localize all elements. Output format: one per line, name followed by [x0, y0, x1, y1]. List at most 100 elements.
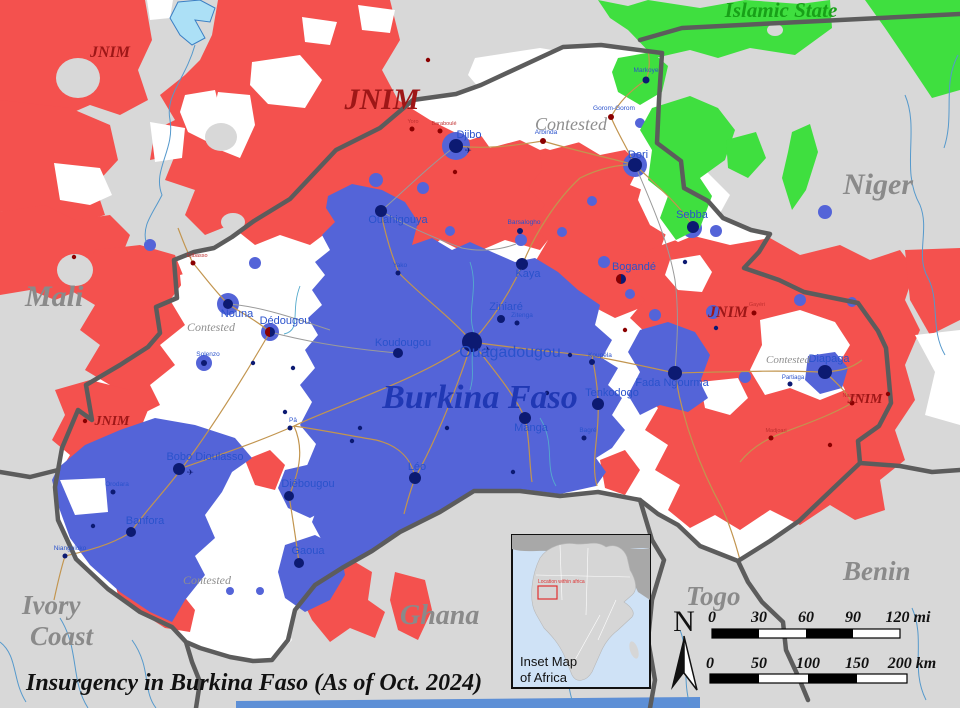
country-label: Niger: [842, 168, 913, 201]
city-dot: [437, 128, 443, 134]
city-label: Partiaga: [782, 375, 805, 381]
jnim-town-dot: [885, 391, 891, 397]
city-gay-ri: Gayéri: [749, 302, 765, 316]
city-dot: [818, 365, 832, 379]
cities-layer: ✈OuagadougouZiniaréKoudougouKayaOuahigou…: [54, 67, 869, 568]
city-dot: [287, 425, 293, 431]
scalebar-miles: 0 30 60 90 120 mi: [708, 609, 931, 639]
city-tenkodogo: Tenkodogo: [585, 387, 639, 410]
city-orodara: Orodara: [105, 481, 129, 495]
city-koup-la: Koupéla: [588, 352, 612, 365]
town-dot: [250, 360, 256, 366]
city-yoro: Yoro: [407, 119, 419, 132]
city-label: Niangoloko: [54, 545, 87, 552]
north-arrow: N: [671, 605, 698, 691]
city-dot: [409, 472, 421, 484]
city-ouahigouya: Ouahigouya: [368, 205, 429, 226]
airport-icon: ✈: [187, 468, 194, 477]
city-dot: [608, 114, 614, 120]
city-gorom-gorom: Gorom-Gorom: [593, 105, 635, 120]
scale-km-tick: 100: [796, 655, 820, 672]
map-title: Insurgency in Burkina Faso (As of Oct. 2…: [25, 670, 482, 696]
city-manga: Manga: [514, 412, 549, 434]
city-label: Djibasso: [186, 253, 207, 259]
city-label: Yako: [393, 262, 408, 269]
scale-km-tick: 50: [751, 655, 767, 672]
city-label: Ouagadougou: [459, 344, 560, 361]
town-dot: [567, 352, 573, 358]
zone-label: JNIM: [343, 83, 420, 116]
zone-label: Contested: [183, 573, 232, 587]
jnim-town-dot: [71, 254, 77, 260]
city-bogand-: Bogandé: [612, 261, 656, 284]
town-dot: [544, 390, 550, 396]
city-label: Solenzo: [196, 351, 220, 358]
jnim-town-dot: [82, 418, 88, 424]
city-dot: [751, 310, 757, 316]
city-label: Kaya: [515, 268, 541, 280]
city-dot: [497, 315, 505, 323]
city-d-dougou: Dédougou: [260, 315, 311, 337]
contested-patch-sw: [60, 478, 108, 515]
zone-label: JNIM: [846, 392, 883, 407]
city-label: Sebba: [676, 209, 709, 221]
city-label: Gayéri: [749, 302, 765, 308]
city-label: Léo: [408, 461, 426, 473]
city-label: Koupéla: [588, 352, 612, 359]
scale-km-tick: 0: [706, 655, 714, 672]
city-label: Ouahigouya: [368, 214, 428, 226]
airport-icon: ✈: [484, 345, 491, 354]
city-dot: [517, 228, 523, 234]
city-label: Dédougou: [260, 315, 311, 327]
town-dot: [290, 365, 296, 371]
city-dot: [126, 527, 136, 537]
country-label: Mali: [24, 280, 84, 313]
jnim-town-dot: [622, 327, 628, 333]
city-solenzo: Solenzo: [196, 351, 220, 366]
city-label: Fada Ngourma: [635, 377, 709, 389]
north-label: N: [673, 605, 695, 638]
city-dot: [449, 139, 463, 153]
city-label: Madjoari: [765, 428, 786, 434]
zone-label: JNIM: [93, 414, 130, 429]
scale-mi-tick: 90: [845, 609, 861, 626]
city-label: Yoro: [407, 119, 418, 125]
city-dori: Dori: [628, 149, 648, 172]
country-label: Coast: [30, 621, 95, 651]
city-dot: [514, 320, 520, 326]
city-diapaga: Diapaga: [809, 353, 850, 379]
city-djibo: ✈ Djibo: [449, 129, 482, 155]
jnim-town-dot: [827, 442, 833, 448]
city-label: Manga: [514, 422, 549, 434]
city-niangoloko: Niangoloko: [54, 545, 87, 559]
town-dot: [444, 425, 450, 431]
city-dot-half: [265, 327, 270, 337]
city-label: Diébougou: [281, 478, 334, 490]
city-dot: [589, 359, 595, 365]
inset-caption-line2: of Africa: [520, 670, 568, 685]
city-di-bougou: Diébougou: [281, 478, 335, 501]
city-dot: [294, 558, 304, 568]
city-yako: Yako: [393, 262, 408, 276]
country-label: Ivory: [21, 590, 81, 620]
scale-km-tick: 150: [845, 655, 869, 672]
town-dot: [282, 409, 288, 415]
city-fada-ngourma: Fada Ngourma: [635, 366, 710, 389]
city-ziniar-: Ziniaré: [489, 301, 523, 323]
zone-label: Burkina Faso: [381, 379, 578, 416]
jnim-town-dot: [425, 57, 431, 63]
jnim-town-dot: [452, 169, 458, 175]
city-bobo-dioulasso: ✈ Bobo Dioulasso: [166, 451, 243, 477]
city-markoye: Markoye: [634, 67, 659, 84]
scale-mi-end: 120 mi: [886, 609, 931, 626]
city-label: Bogandé: [612, 261, 656, 273]
city-banfora: Banfora: [126, 515, 165, 537]
scale-mi-tick: 0: [708, 609, 716, 626]
city-label: Gaoua: [291, 545, 325, 557]
city-dot-half: [616, 274, 621, 284]
city-zitenga: Zitenga: [511, 312, 533, 326]
city-label: Djibo: [456, 129, 481, 141]
city-koudougou: Koudougou: [375, 337, 431, 358]
town-dot: [682, 259, 688, 265]
